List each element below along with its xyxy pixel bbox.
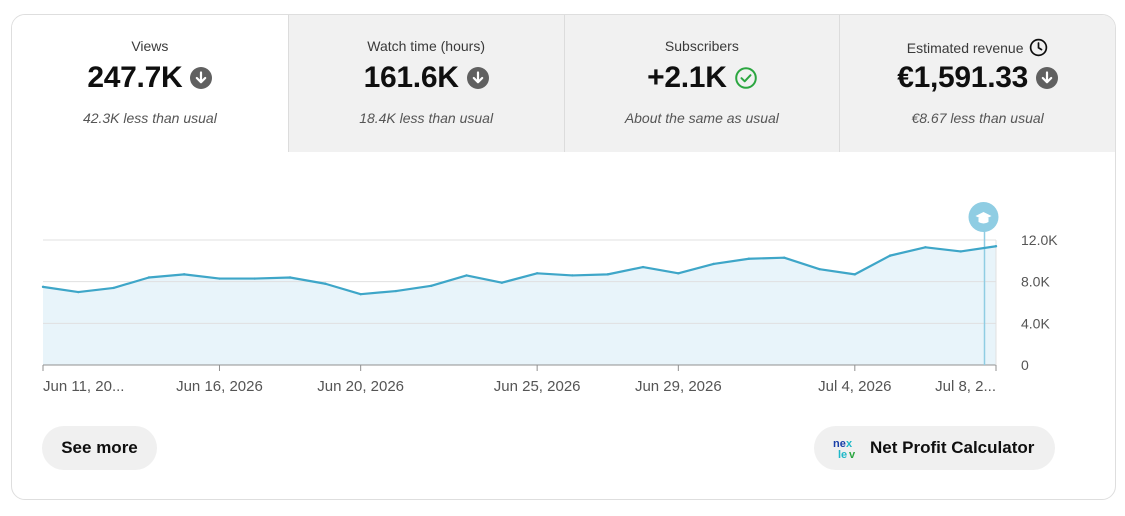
x-tick-label: Jun 11, 20...	[43, 378, 124, 395]
chart-area	[43, 246, 996, 365]
svg-text:ne: ne	[833, 438, 846, 450]
y-tick-label: 12.0K	[1021, 232, 1058, 248]
x-tick-label: Jun 25, 2026	[494, 378, 581, 395]
tab-subtitle: 18.4K less than usual	[359, 110, 494, 126]
data-point	[324, 282, 327, 285]
chart-svg: 0 4.0K 8.0K 12.0K Jun 11, 20... Jun 16, 2026 J…	[41, 202, 1058, 395]
y-tick-label: 0	[1021, 357, 1029, 373]
data-point	[606, 273, 609, 276]
data-point	[888, 254, 892, 257]
tab-title: Watch time (hours)	[289, 38, 564, 54]
tab-value-text: 161.6K	[363, 61, 459, 94]
metric-tabs: Views 247.7K 42.3K less than usual Watch…	[12, 15, 1115, 152]
data-point	[853, 273, 857, 276]
x-tick-label: Jul 8, 2...	[935, 378, 996, 395]
net-profit-label: Net Profit Calculator	[870, 438, 1035, 457]
tab-value: 161.6K	[289, 61, 564, 95]
data-point	[253, 277, 256, 280]
data-point	[500, 281, 504, 284]
data-point	[959, 250, 962, 253]
data-point	[783, 256, 786, 259]
nexlev-logo-icon: ne x le v	[833, 438, 856, 460]
data-point	[182, 273, 186, 276]
arrow-down-circle-icon	[466, 67, 489, 89]
check-circle-icon	[734, 67, 757, 89]
see-more-button[interactable]: See more	[42, 426, 157, 470]
svg-text:v: v	[849, 449, 856, 460]
net-profit-calculator-button[interactable]: ne x le v Net Profit Calculator	[814, 426, 1055, 470]
tab-value-text: 247.7K	[87, 61, 183, 94]
graduation-cap-icon[interactable]	[968, 202, 999, 232]
tab-value: 247.7K	[12, 61, 288, 95]
tab-views[interactable]: Views 247.7K 42.3K less than usual	[12, 15, 288, 152]
x-tick-label: Jun 20, 2026	[317, 378, 404, 395]
data-point	[147, 276, 151, 279]
tab-title: Subscribers	[565, 38, 840, 54]
tab-subscribers[interactable]: Subscribers +2.1K About the same as usua…	[563, 15, 840, 152]
data-point	[747, 257, 751, 260]
arrow-down-circle-icon	[1036, 67, 1058, 89]
y-tick-label: 8.0K	[1021, 274, 1050, 290]
x-tick-label: Jun 29, 2026	[635, 378, 722, 395]
views-chart: 0 4.0K 8.0K 12.0K Jun 11, 20... Jun 16, 2026 J…	[12, 152, 1115, 422]
series-line	[42, 245, 997, 296]
data-point	[677, 272, 680, 275]
svg-text:le: le	[838, 449, 847, 460]
tab-watch-time[interactable]: Watch time (hours) 161.6K 18.4K less tha…	[287, 15, 564, 152]
data-point	[112, 286, 115, 290]
data-point	[535, 272, 539, 275]
see-more-label: See more	[61, 438, 138, 457]
data-point	[641, 265, 645, 269]
data-point	[994, 245, 998, 248]
tab-value-text: €1,591.33	[897, 61, 1028, 94]
tab-value-text: +2.1K	[647, 61, 727, 94]
data-point	[465, 274, 468, 277]
clock-icon[interactable]	[1029, 38, 1048, 57]
tab-value: +2.1K	[565, 61, 840, 95]
data-point	[818, 267, 821, 271]
tab-title-text: Estimated revenue	[906, 39, 1024, 56]
arrow-down-circle-icon	[190, 67, 213, 89]
tab-estimated-revenue[interactable]: Estimated revenue €1,591.33 €8.67 less t…	[839, 15, 1115, 152]
tab-title-text: Subscribers	[664, 38, 739, 54]
tab-title: Views	[12, 38, 288, 54]
data-point	[394, 289, 398, 293]
tab-title-text: Views	[131, 38, 169, 54]
data-point	[571, 274, 574, 277]
data-point	[218, 277, 221, 280]
tab-title: Estimated revenue	[840, 38, 1115, 57]
x-tick-label: Jul 4, 2026	[818, 378, 891, 395]
data-point	[430, 284, 433, 288]
analytics-card: Views 247.7K 42.3K less than usual Watch…	[11, 14, 1116, 500]
data-point	[712, 262, 715, 266]
tab-subtitle: €8.67 less than usual	[911, 110, 1044, 126]
y-tick-label: 4.0K	[1021, 315, 1050, 331]
data-point	[924, 246, 927, 249]
tab-title-text: Watch time (hours)	[367, 38, 485, 54]
tab-subtitle: 42.3K less than usual	[82, 110, 217, 126]
data-point	[77, 290, 80, 294]
data-point	[359, 292, 362, 296]
svg-text:x: x	[846, 438, 853, 450]
data-point	[41, 285, 45, 289]
data-point	[288, 276, 292, 279]
x-tick-label: Jun 16, 2026	[176, 378, 263, 395]
tab-subtitle: About the same as usual	[624, 110, 779, 126]
tab-value: €1,591.33	[840, 61, 1115, 95]
